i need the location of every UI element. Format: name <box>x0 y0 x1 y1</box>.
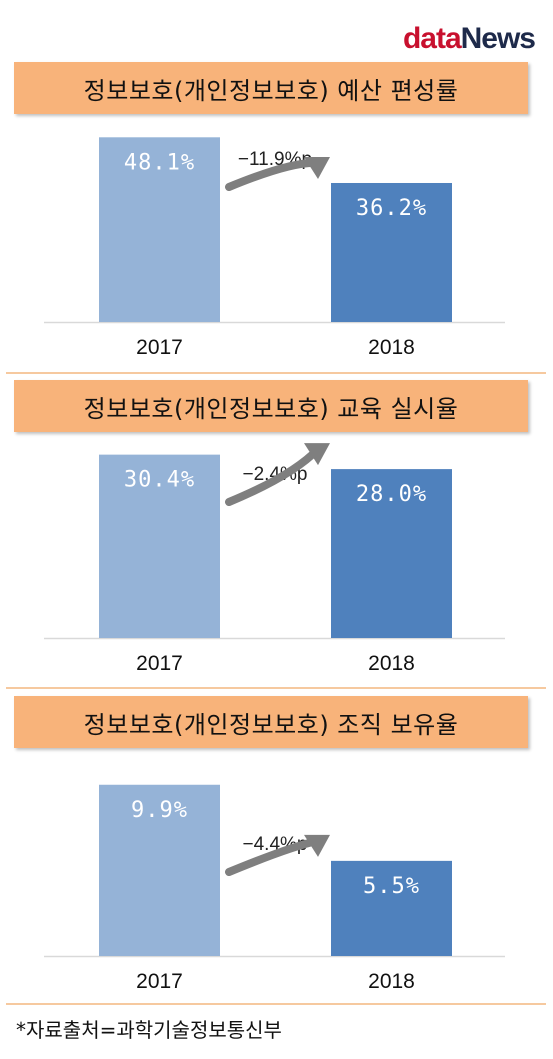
datanews-logo: dataNews <box>402 22 536 56</box>
chart-2-separator <box>6 687 546 689</box>
chart-2-bar-2018 <box>331 469 452 638</box>
chart-2-title-banner: 정보보호(개인정보보호) 교육 실시율 <box>14 380 528 432</box>
logo-part-data: data <box>402 22 462 55</box>
chart-2-title: 정보보호(개인정보보호) 교육 실시율 <box>83 394 459 423</box>
chart-3-bar-2017 <box>99 784 220 956</box>
chart-1-bar-2017 <box>99 137 220 322</box>
chart-2-value-label-2017: 30.4% <box>124 468 195 493</box>
chart-1-bar-2018 <box>331 182 452 322</box>
chart-2-category-label-2017: 2017 <box>136 652 183 675</box>
chart-3-value-label-2018: 5.5% <box>363 874 420 899</box>
chart-1-title: 정보보호(개인정보보호) 예산 편성률 <box>83 76 459 105</box>
chart-3-title: 정보보호(개인정보보호) 조직 보유율 <box>83 710 459 739</box>
source-footnote: *자료출처=과학기술정보통신부 <box>16 1018 282 1042</box>
chart-1-value-label-2018: 36.2% <box>356 196 427 221</box>
chart-3-bar-2018 <box>331 860 452 956</box>
logo-part-news: News <box>460 22 536 55</box>
chart-1-separator <box>6 372 546 374</box>
chart-3-arrow-head <box>304 834 330 857</box>
chart-2-bar-2017 <box>99 454 220 638</box>
chart-3-value-label-2017: 9.9% <box>131 798 188 823</box>
chart-1-title-banner: 정보보호(개인정보보호) 예산 편성률 <box>14 62 528 114</box>
chart-2-value-label-2018: 28.0% <box>356 482 427 507</box>
chart-3-category-label-2017: 2017 <box>136 970 183 993</box>
chart-3-category-label-2018: 2018 <box>368 970 415 993</box>
chart-1-category-label-2018: 2018 <box>368 336 415 359</box>
chart-1-category-label-2017: 2017 <box>136 336 183 359</box>
chart-2-category-label-2018: 2018 <box>368 652 415 675</box>
chart-1-value-label-2017: 48.1% <box>124 150 195 175</box>
chart-2-arrow-head <box>304 443 330 466</box>
chart-3-separator <box>6 1003 546 1005</box>
chart-3-title-banner: 정보보호(개인정보보호) 조직 보유율 <box>14 696 528 748</box>
chart-1-arrow-head <box>304 156 330 179</box>
